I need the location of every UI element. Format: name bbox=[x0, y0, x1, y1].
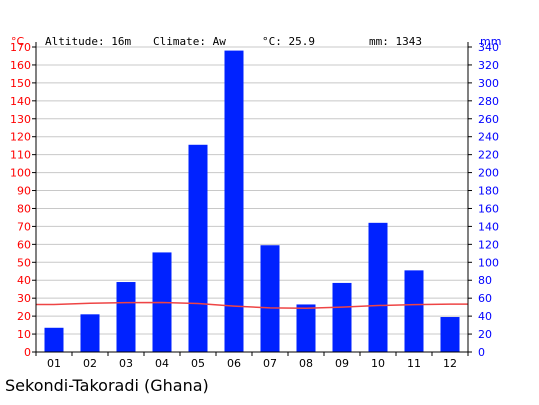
location-caption: Sekondi-Takoradi (Ghana) bbox=[5, 376, 209, 395]
precip-bar bbox=[80, 314, 100, 352]
left-tick-label: 130 bbox=[10, 113, 31, 126]
precip-bar bbox=[116, 282, 136, 352]
left-tick-label: 60 bbox=[17, 238, 31, 251]
left-tick-label: 90 bbox=[17, 185, 31, 198]
left-tick-label: 120 bbox=[10, 131, 31, 144]
right-tick-label: 320 bbox=[478, 59, 499, 72]
temperature-line bbox=[36, 301, 468, 309]
avg-temperature-label: °C: 25.9 bbox=[262, 35, 315, 48]
month-label: 05 bbox=[191, 357, 205, 370]
precip-bar bbox=[296, 304, 316, 352]
left-tick-label: 100 bbox=[10, 167, 31, 180]
total-precipitation-label: mm: 1343 bbox=[369, 35, 422, 48]
right-tick-label: 280 bbox=[478, 95, 499, 108]
left-tick-label: 30 bbox=[17, 292, 31, 305]
left-tick-label: 50 bbox=[17, 256, 31, 269]
right-tick-label: 140 bbox=[478, 220, 499, 233]
month-label: 06 bbox=[227, 357, 241, 370]
axes bbox=[32, 42, 472, 356]
month-label: 04 bbox=[155, 357, 169, 370]
right-tick-label: 60 bbox=[478, 292, 492, 305]
left-tick-label: 170 bbox=[10, 41, 31, 54]
right-tick-label: 20 bbox=[478, 328, 492, 341]
month-label: 09 bbox=[335, 357, 349, 370]
right-tick-label: 220 bbox=[478, 149, 499, 162]
right-tick-label: 0 bbox=[478, 346, 485, 359]
left-tick-label: 110 bbox=[10, 149, 31, 162]
right-unit-label: mm bbox=[480, 35, 501, 48]
right-tick-label: 180 bbox=[478, 185, 499, 198]
left-tick-label: 160 bbox=[10, 59, 31, 72]
climate-label: Climate: Aw bbox=[153, 35, 226, 48]
right-tick-label: 120 bbox=[478, 238, 499, 251]
month-label: 01 bbox=[47, 357, 61, 370]
left-tick-label: 140 bbox=[10, 95, 31, 108]
precip-bar bbox=[260, 245, 280, 352]
precip-bar bbox=[332, 282, 352, 352]
precip-bar bbox=[224, 50, 244, 353]
left-unit-label: °C bbox=[11, 35, 25, 48]
precip-bar bbox=[404, 270, 424, 352]
right-tick-label: 100 bbox=[478, 256, 499, 269]
right-tick-label: 40 bbox=[478, 310, 492, 323]
left-tick-label: 20 bbox=[17, 310, 31, 323]
right-tick-label: 260 bbox=[478, 113, 499, 126]
gridlines bbox=[36, 46, 468, 335]
left-tick-label: 0 bbox=[24, 346, 31, 359]
month-label: 12 bbox=[443, 357, 457, 370]
left-tick-label: 10 bbox=[17, 328, 31, 341]
right-tick-label: 80 bbox=[478, 274, 492, 287]
left-tick-label: 70 bbox=[17, 220, 31, 233]
precip-bar bbox=[440, 317, 460, 352]
temperature-series bbox=[36, 301, 468, 309]
month-label: 10 bbox=[371, 357, 385, 370]
month-label: 07 bbox=[263, 357, 277, 370]
left-tick-label: 40 bbox=[17, 274, 31, 287]
precip-bar bbox=[44, 327, 64, 352]
right-tick-label: 240 bbox=[478, 131, 499, 144]
precip-bar bbox=[368, 222, 388, 352]
left-tick-label: 80 bbox=[17, 202, 31, 215]
month-label: 02 bbox=[83, 357, 97, 370]
left-tick-label: 150 bbox=[10, 77, 31, 90]
right-tick-label: 300 bbox=[478, 77, 499, 90]
precipitation-bars bbox=[44, 50, 460, 353]
month-label: 03 bbox=[119, 357, 133, 370]
altitude-label: Altitude: 16m bbox=[45, 35, 131, 48]
right-tick-label: 340 bbox=[478, 41, 499, 54]
month-label: 08 bbox=[299, 357, 313, 370]
right-tick-label: 200 bbox=[478, 167, 499, 180]
precip-bar bbox=[188, 144, 208, 352]
climate-chart: 0102030405060708090100110120130140150160… bbox=[10, 35, 501, 370]
month-label: 11 bbox=[407, 357, 421, 370]
tick-labels: 0102030405060708090100110120130140150160… bbox=[10, 41, 499, 370]
right-tick-label: 160 bbox=[478, 202, 499, 215]
